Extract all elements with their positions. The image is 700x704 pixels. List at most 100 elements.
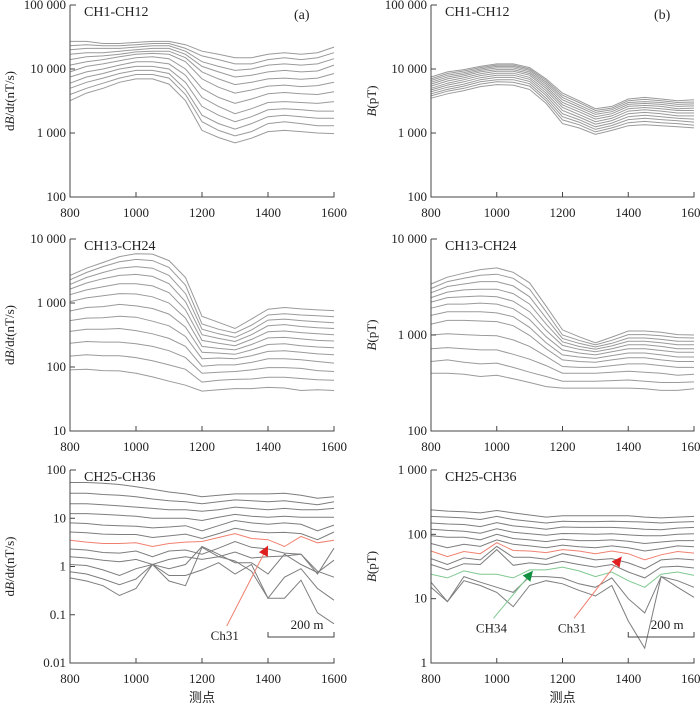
y-axis-label-part: B bbox=[364, 343, 379, 351]
x-tick-label: 1600 bbox=[321, 439, 347, 454]
y-axis-label-part: (pT) bbox=[364, 551, 379, 574]
series-line-ch36 bbox=[69, 562, 335, 601]
y-axis-label-part: (nT/s) bbox=[2, 537, 17, 569]
y-tick-label: 1 000 bbox=[398, 462, 427, 477]
y-tick-label: 1 000 bbox=[37, 295, 66, 310]
y-axis-label-part: d bbox=[2, 124, 17, 131]
annotation-arrow-head bbox=[522, 570, 533, 582]
panel-title: CH1-CH12 bbox=[84, 5, 149, 20]
y-tick-label: 100 bbox=[408, 526, 428, 541]
annotation-arrow-head bbox=[611, 556, 622, 568]
series-line-ch3 bbox=[69, 45, 335, 71]
series-line-ch27 bbox=[70, 503, 335, 512]
x-axis-label: 测点 bbox=[189, 691, 215, 704]
panel-b2: 100 1 000 10 000 800 1000 1200 1400 1600 CH13-CH… bbox=[364, 231, 700, 454]
x-tick-label: 1400 bbox=[615, 205, 641, 220]
series-line-ch32 bbox=[430, 545, 695, 570]
x-tick-label: 800 bbox=[60, 439, 80, 454]
y-axis-label-part: B bbox=[2, 582, 17, 590]
series-line-ch5 bbox=[430, 69, 695, 118]
series-line-ch29 bbox=[430, 533, 694, 545]
y-axis-label-part: d bbox=[2, 358, 17, 365]
y-axis-label-part: /d bbox=[2, 340, 17, 351]
series-line-ch2 bbox=[69, 43, 335, 65]
y-axis-label: B(pT) bbox=[364, 551, 379, 582]
y-tick-label: 1 000 bbox=[398, 327, 427, 342]
y-tick-label: 10 000 bbox=[391, 231, 427, 246]
x-tick-label: 1400 bbox=[615, 671, 641, 686]
annotation-label: Ch31 bbox=[558, 620, 586, 635]
annotation-arrow-line bbox=[226, 545, 269, 627]
x-tick-label: 1200 bbox=[189, 439, 215, 454]
series-line-ch9 bbox=[69, 65, 334, 123]
y-tick-label: 10 000 bbox=[30, 231, 66, 246]
series-line-ch22 bbox=[69, 340, 335, 374]
series-line-ch10 bbox=[69, 69, 334, 130]
series-line-ch23 bbox=[430, 359, 695, 383]
annotation-arrow-line bbox=[493, 570, 534, 619]
y-tick-label: 1 000 bbox=[398, 125, 427, 140]
x-tick-label: 1400 bbox=[255, 205, 281, 220]
y-tick-label: 100 bbox=[47, 359, 67, 374]
series-line-ch14 bbox=[69, 258, 335, 334]
series-line-ch19 bbox=[430, 311, 694, 359]
y-axis-label-part: t bbox=[2, 336, 17, 340]
scale-bar bbox=[267, 632, 335, 638]
x-tick-label: 1600 bbox=[681, 671, 700, 686]
x-tick-label: 1000 bbox=[123, 439, 149, 454]
axis-frame bbox=[69, 470, 335, 664]
x-tick-label: 1000 bbox=[123, 671, 149, 686]
series-line-ch21 bbox=[430, 333, 694, 368]
series-line-ch28 bbox=[70, 513, 334, 522]
panel-label: (b) bbox=[654, 8, 671, 23]
series-line-ch1 bbox=[430, 63, 695, 110]
scale-bar bbox=[627, 632, 695, 638]
series-line-ch28 bbox=[430, 528, 695, 537]
series-line-ch26 bbox=[430, 515, 695, 524]
y-tick-label: 100 bbox=[47, 462, 67, 477]
y-axis-label-part: B bbox=[364, 109, 379, 117]
x-tick-label: 1600 bbox=[681, 205, 700, 220]
series-line-ch25 bbox=[70, 482, 335, 499]
y-tick-label: 1 bbox=[421, 655, 428, 670]
series-line-ch24 bbox=[69, 368, 335, 392]
series-line-ch17 bbox=[69, 283, 335, 347]
series-line-ch2 bbox=[430, 64, 695, 112]
series-line-ch23 bbox=[69, 354, 335, 383]
y-axis-label: dB/dt(nT/s) bbox=[2, 71, 17, 131]
y-axis-label: B(pT) bbox=[364, 319, 379, 350]
y-axis-label: dB/dt(nT/s) bbox=[2, 537, 17, 597]
x-tick-label: 1400 bbox=[615, 439, 641, 454]
scale-bar-label: 200 m bbox=[651, 617, 684, 632]
series-line-ch11 bbox=[69, 74, 334, 137]
panel-a2: 10 100 1 000 10 000 800 1000 1200 1400 1600 CH13-… bbox=[2, 231, 347, 454]
series-line-ch33 bbox=[69, 547, 335, 575]
y-tick-label: 100 bbox=[47, 189, 67, 204]
y-axis-label-part: d bbox=[2, 589, 17, 596]
scale-bar-label: 200 m bbox=[291, 617, 324, 632]
series-line-ch22 bbox=[430, 347, 695, 376]
series-line-ch13 bbox=[69, 253, 335, 330]
x-tick-label: 800 bbox=[60, 671, 80, 686]
series-line-ch12 bbox=[69, 78, 335, 144]
y-axis-label-part: B bbox=[364, 574, 379, 582]
series-line-ch29 bbox=[69, 519, 335, 532]
series-line-ch6 bbox=[69, 52, 335, 94]
axis-frame bbox=[69, 5, 335, 198]
series-line-ch7 bbox=[430, 72, 694, 123]
x-tick-label: 1600 bbox=[321, 205, 347, 220]
y-axis-label-part: t bbox=[2, 568, 17, 572]
y-tick-label: 10 bbox=[414, 591, 427, 606]
panel-a1: 100 1 000 10 000 100 000 800 1000 1200 1400 1600… bbox=[2, 0, 347, 220]
y-tick-label: 10 bbox=[53, 423, 66, 438]
y-tick-label: 10 000 bbox=[391, 61, 427, 76]
series-line-ch4 bbox=[430, 67, 695, 115]
series-line-ch27 bbox=[430, 522, 695, 531]
y-axis-label: dB/dt(nT/s) bbox=[2, 305, 17, 365]
x-tick-label: 1000 bbox=[484, 671, 510, 686]
series-line-ch16 bbox=[430, 288, 694, 350]
x-tick-label: 800 bbox=[421, 205, 441, 220]
series-line-ch35 bbox=[69, 546, 335, 625]
x-tick-label: 1000 bbox=[123, 205, 149, 220]
